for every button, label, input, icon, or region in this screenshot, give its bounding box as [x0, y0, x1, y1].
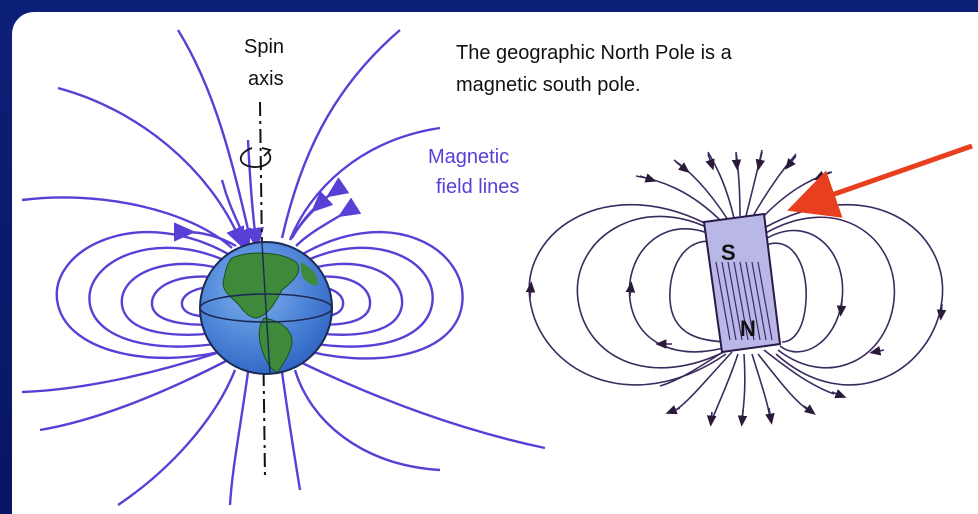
- spin-axis-label-line2: axis: [248, 68, 284, 90]
- magnet-north-pole-label: N: [740, 316, 756, 341]
- caption-line1: The geographic North Pole is a: [456, 42, 732, 64]
- pointer-arrow: [787, 143, 973, 218]
- caption-line2: magnetic south pole.: [456, 74, 641, 96]
- diagram-canvas: [21, 29, 973, 506]
- bar-magnet: [702, 212, 782, 354]
- slide-panel: Spin axis The geographic North Pole is a…: [12, 12, 978, 514]
- spin-axis: [239, 101, 272, 479]
- field-lines-label-line2: field lines: [436, 176, 520, 198]
- earth-globe: [199, 241, 333, 375]
- field-lines-label-line1: Magnetic: [428, 146, 510, 168]
- spin-axis-label-line1: Spin: [244, 36, 285, 58]
- magnet-south-pole-label: S: [721, 240, 736, 265]
